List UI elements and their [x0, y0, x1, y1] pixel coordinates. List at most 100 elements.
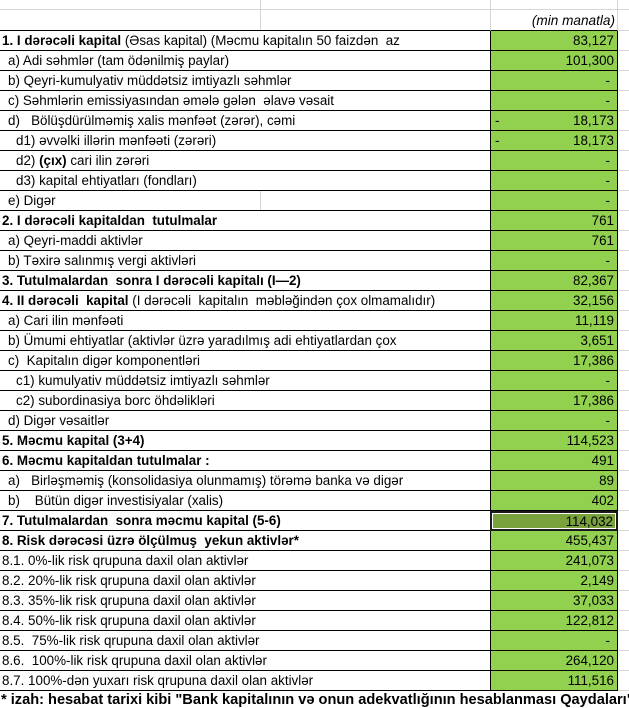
value-cell[interactable]: 17,386: [490, 391, 618, 411]
row-label[interactable]: 3. Tutulmalardan sonra I dərəcəli kapita…: [0, 271, 490, 291]
row-label[interactable]: c1) kumulyativ müddətsiz imtiyazlı səhml…: [0, 371, 490, 391]
value-cell[interactable]: -: [490, 71, 618, 91]
value-cell[interactable]: -: [490, 631, 618, 651]
empty-cell[interactable]: [0, 0, 490, 9]
minus-sign: -: [495, 113, 500, 128]
value-cell[interactable]: 2,149: [490, 571, 618, 591]
row-label[interactable]: b) Ümumi ehtiyatlar (aktivlər üzrə yarad…: [0, 331, 490, 351]
empty-cell: [618, 171, 629, 191]
value-cell[interactable]: 83,127: [490, 31, 618, 51]
row-label-text: d3) kapital ehtiyatları (fondları): [16, 173, 197, 188]
value-cell[interactable]: -: [490, 371, 618, 391]
value-cell[interactable]: 122,812: [490, 611, 618, 631]
row-label[interactable]: b) Bütün digər investisiyalar (xalis): [0, 491, 490, 511]
row-label[interactable]: 8.3. 35%-lik risk qrupuna daxil olan akt…: [0, 591, 490, 611]
value-cell[interactable]: 402: [490, 491, 618, 511]
row-label[interactable]: b) Qeyri-kumulyativ müddətsiz imtiyazlı …: [0, 71, 490, 91]
row-label[interactable]: d) Bölüşdürülməmiş xalis mənfəət (zərər)…: [0, 111, 490, 131]
row-label-text: 5. Məcmu kapital (3+4): [2, 433, 145, 448]
row-label-text: 2. I dərəcəli kapitaldan tutulmalar: [2, 213, 218, 228]
table-row: d1) əvvəlki illərin mənfəəti (zərəri) - 18…: [0, 131, 629, 151]
cell-number: -: [605, 93, 610, 108]
cell-number: -: [605, 373, 610, 388]
row-label[interactable]: a) Qeyri-maddi aktivlər: [0, 231, 490, 251]
row-label[interactable]: a) Birləşməmiş (konsolidasiya olunmamış)…: [0, 471, 490, 491]
row-label[interactable]: d) Digər vəsaitlər: [0, 411, 490, 431]
row-label[interactable]: 8.7. 100%-dən yuxarı risk qrupuna daxil …: [0, 671, 490, 691]
row-label[interactable]: c) Kapitalın digər komponentləri: [0, 351, 490, 371]
value-cell[interactable]: -: [490, 251, 618, 271]
value-cell[interactable]: 82,367: [490, 271, 618, 291]
empty-cell[interactable]: [490, 0, 618, 9]
row-label[interactable]: d3) kapital ehtiyatları (fondları): [0, 171, 490, 191]
row-label-text: d) Bölüşdürülməmiş xalis mənfəət (zərər)…: [8, 113, 296, 128]
row-label-text: d1) əvvəlki illərin mənfəəti (zərəri): [16, 133, 217, 148]
value-cell[interactable]: 101,300: [490, 51, 618, 71]
row-label[interactable]: e) Digər: [0, 191, 490, 211]
empty-cell: [618, 0, 629, 9]
cell-number: -: [605, 153, 610, 168]
cell-number: 11,119: [575, 313, 614, 328]
row-label-text: b) Təxirə salınmış vergi aktivləri: [8, 253, 197, 268]
row-label[interactable]: a) Adi səhmlər (tam ödənilmiş paylar): [0, 51, 490, 71]
value-cell[interactable]: 491: [490, 451, 618, 471]
empty-cell[interactable]: [0, 10, 490, 31]
value-cell[interactable]: 32,156: [490, 291, 618, 311]
row-label[interactable]: b) Təxirə salınmış vergi aktivləri: [0, 251, 490, 271]
value-cell[interactable]: 455,437: [490, 531, 618, 551]
row-label[interactable]: 8.6. 100%-lik risk qrupuna daxil olan ak…: [0, 651, 490, 671]
value-cell[interactable]: - 18,173: [490, 111, 618, 131]
row-label[interactable]: d1) əvvəlki illərin mənfəəti (zərəri): [0, 131, 490, 151]
row-label-text: 8. Risk dərəcəsi üzrə ölçülmuş yekun akt…: [2, 533, 299, 548]
row-label-text: 6. Məcmu kapitaldan tutulmalar :: [2, 453, 210, 468]
value-cell[interactable]: -: [490, 91, 618, 111]
value-cell[interactable]: -: [490, 171, 618, 191]
value-cell[interactable]: 241,073: [490, 551, 618, 571]
row-label[interactable]: 8.4. 50%-lik risk qrupuna daxil olan akt…: [0, 611, 490, 631]
empty-cell: [618, 511, 629, 531]
value-cell[interactable]: -: [490, 411, 618, 431]
row-label[interactable]: 5. Məcmu kapital (3+4): [0, 431, 490, 451]
unit-label[interactable]: (min manatla): [490, 10, 618, 31]
row-label-text: (I dərəcəli kapitalın məbləğindən çox ol…: [128, 293, 436, 308]
value-cell[interactable]: 37,033: [490, 591, 618, 611]
value-cell[interactable]: 114,523: [490, 431, 618, 451]
row-label[interactable]: 4. II dərəcəli kapital (I dərəcəli kapit…: [0, 291, 490, 311]
value-cell[interactable]: 761: [490, 211, 618, 231]
row-label[interactable]: 8.2. 20%-lik risk qrupuna daxil olan akt…: [0, 571, 490, 591]
row-label[interactable]: a) Cari ilin mənfəəti: [0, 311, 490, 331]
value-cell[interactable]: 264,120: [490, 651, 618, 671]
value-cell[interactable]: 11,119: [490, 311, 618, 331]
table-row: 8.5. 75%-lik risk qrupuna daxil olan akt…: [0, 631, 629, 651]
value-cell[interactable]: -: [490, 151, 618, 171]
cell-number: 264,120: [565, 653, 614, 668]
value-cell[interactable]: -: [490, 191, 618, 211]
row-label[interactable]: 8.5. 75%-lik risk qrupuna daxil olan akt…: [0, 631, 490, 651]
value-cell[interactable]: - 18,173: [490, 131, 618, 151]
cell-number: 32,156: [573, 293, 614, 308]
row-label[interactable]: 2. I dərəcəli kapitaldan tutulmalar: [0, 211, 490, 231]
empty-cell: [618, 411, 629, 431]
row-label[interactable]: 8. Risk dərəcəsi üzrə ölçülmuş yekun akt…: [0, 531, 490, 551]
cell-number: 37,033: [573, 593, 614, 608]
table-row: c) Səhmlərin emissiyasından əmələ gələn …: [0, 91, 629, 111]
value-cell[interactable]: 3,651: [490, 331, 618, 351]
selected-cell[interactable]: 114,032: [490, 511, 618, 531]
value-cell[interactable]: 111,516: [490, 671, 618, 691]
row-label[interactable]: c) Səhmlərin emissiyasından əmələ gələn …: [0, 91, 490, 111]
value-cell[interactable]: 17,386: [490, 351, 618, 371]
value-cell[interactable]: 761: [490, 231, 618, 251]
row-label[interactable]: c2) subordinasiya borc öhdəlikləri: [0, 391, 490, 411]
empty-cell: [618, 631, 629, 651]
value-cell[interactable]: 89: [490, 471, 618, 491]
row-label[interactable]: 6. Məcmu kapitaldan tutulmalar :: [0, 451, 490, 471]
empty-cell: [618, 71, 629, 91]
cell-number: -: [605, 173, 610, 188]
cell-number: 17,386: [573, 393, 614, 408]
row-label[interactable]: 8.1. 0%-lik risk qrupuna daxil olan akti…: [0, 551, 490, 571]
cell-number: -: [605, 253, 610, 268]
row-label[interactable]: 7. Tutulmalardan sonra məcmu kapital (5-…: [0, 511, 490, 531]
row-label[interactable]: d2) (çıx) cari ilin zərəri: [0, 151, 490, 171]
row-label[interactable]: 1. I dərəcəli kapital (Əsas kapital) (Mə…: [0, 31, 490, 51]
